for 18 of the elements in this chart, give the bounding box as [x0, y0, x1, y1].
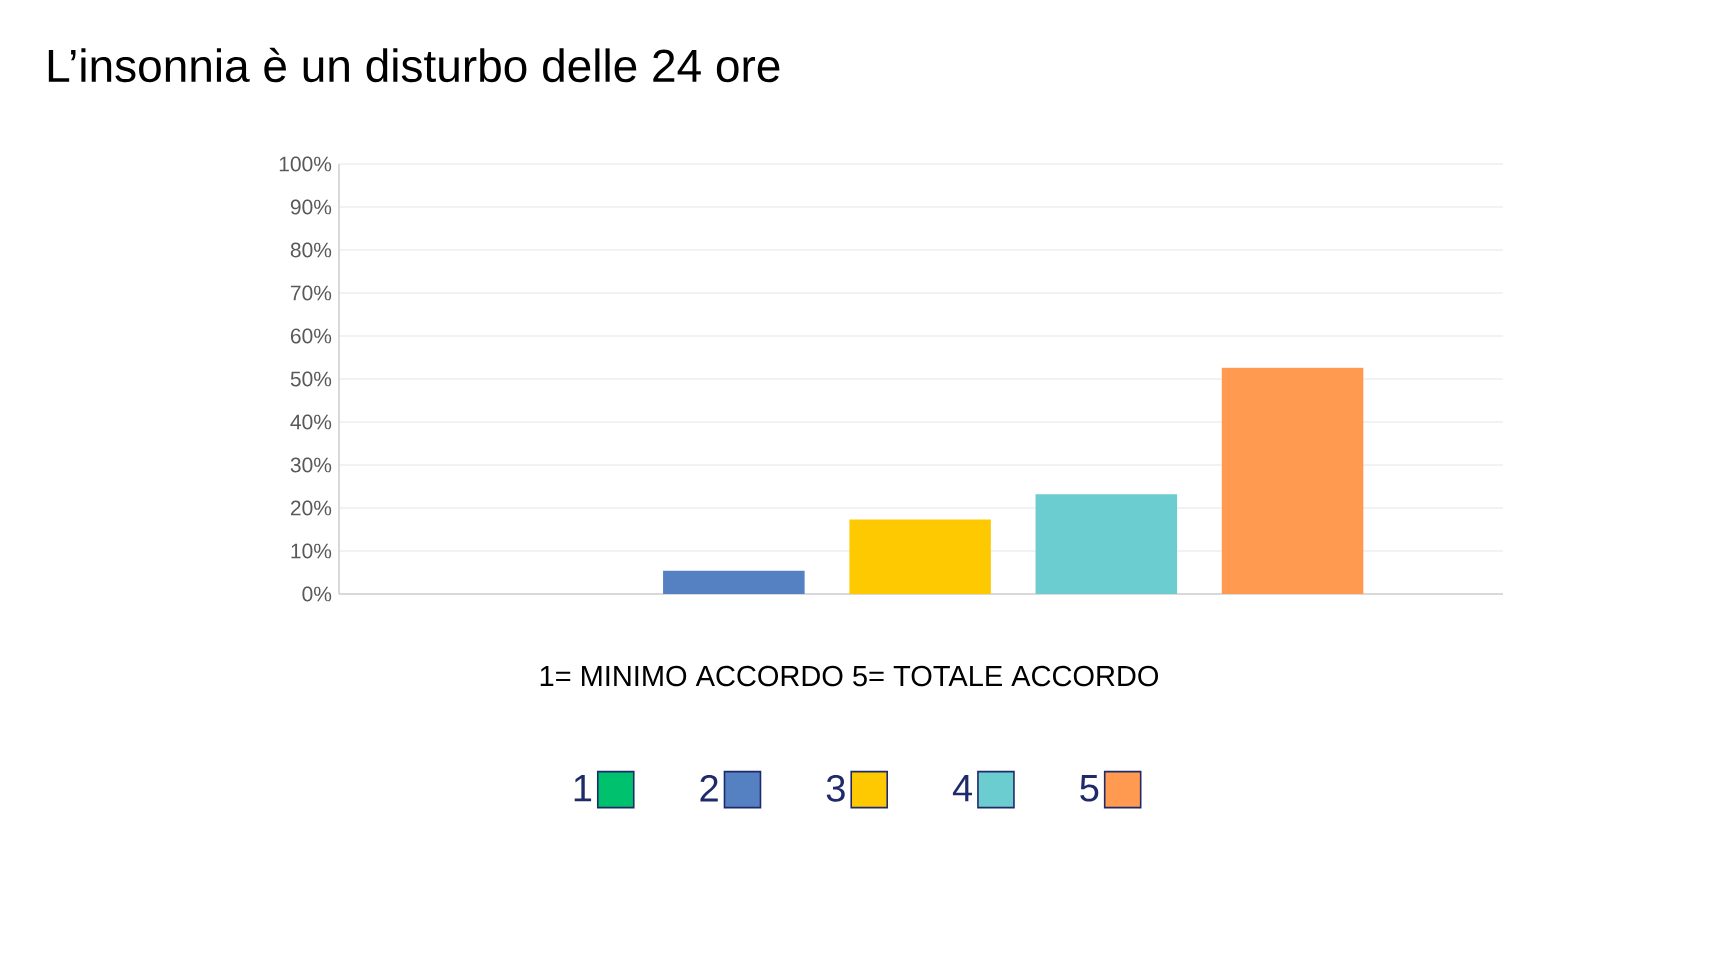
y-tick-label: 10%	[291, 543, 332, 559]
y-tick-label: 70%	[290, 285, 332, 301]
y-tick-label: 100%	[279, 156, 332, 172]
chart-title: L’insonnia è un disturbo delle 24 ore	[48, 47, 780, 83]
y-tick-label: 90%	[290, 199, 332, 215]
legend-label: 1	[574, 775, 592, 802]
legend-label: 2	[700, 774, 718, 802]
text: 1= MINIMO ACCORDO 5= TOTALE ACCORDO	[540, 665, 1159, 687]
y-tick-label: 20%	[290, 500, 332, 516]
y-tick-label: 40%	[290, 414, 332, 430]
y-tick-label: 80%	[290, 242, 332, 258]
legend-label: 4	[952, 775, 973, 802]
y-tick-label: 50%	[290, 371, 332, 387]
y-tick-label: 0%	[302, 586, 332, 602]
y-tick-label: 30%	[290, 457, 332, 473]
legend-label: 3	[826, 774, 845, 802]
legend-label: 5	[1080, 775, 1099, 802]
y-tick-label: 60%	[290, 328, 332, 344]
